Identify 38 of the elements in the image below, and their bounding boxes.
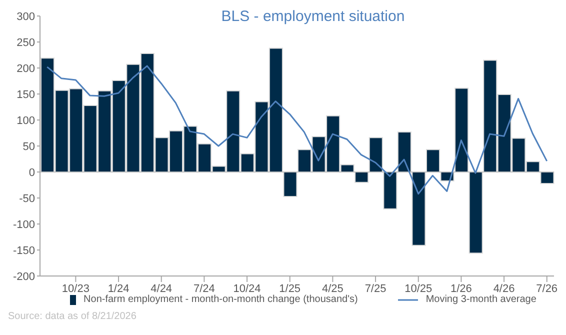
y-tick-label: 200: [16, 62, 35, 75]
bar: [383, 172, 398, 210]
y-tick-label: 150: [16, 88, 35, 101]
x-tick-label: 7/24: [193, 282, 215, 295]
x-tick-label: 7/25: [364, 282, 386, 295]
chart-title: BLS - employment situation: [221, 8, 405, 25]
x-tick-label: 1/26: [450, 282, 472, 295]
x-tick-label: 10/25: [404, 282, 432, 295]
line-series: [46, 65, 548, 195]
x-tick-label: 10/23: [62, 282, 90, 295]
source-note: Source: data as of 8/21/2026: [8, 311, 138, 322]
y-tick-label: -150: [12, 244, 35, 257]
x-tick-label: 1/24: [108, 282, 130, 295]
y-tick-label: 0: [28, 166, 35, 179]
bar: [354, 172, 369, 183]
bar: [426, 149, 440, 172]
bar: [397, 131, 412, 172]
bar: [412, 172, 426, 246]
bar: [368, 137, 383, 172]
x-tick-label: 4/25: [322, 282, 344, 295]
y-tick-label: -50: [19, 192, 35, 205]
x-tick-label: 4/26: [493, 282, 515, 295]
legend-label: Non-farm employment - month-on-month change (thousand's): [84, 294, 358, 305]
bar: [454, 88, 469, 172]
y-tick-label: 50: [22, 140, 35, 153]
x-tick-label: 1/25: [279, 282, 301, 295]
bar: [468, 172, 483, 254]
bar: [283, 172, 298, 197]
y-tick-label: 100: [16, 114, 35, 127]
x-tick-label: 10/24: [233, 282, 261, 295]
y-tick-label: 300: [16, 10, 35, 23]
legend-label: Moving 3-month average: [426, 294, 536, 305]
x-tick-label: 4/24: [150, 282, 172, 295]
x-tick-label: 7/26: [536, 282, 558, 295]
y-tick-label: -200: [12, 270, 35, 283]
bar: [540, 172, 554, 184]
y-tick-label: -100: [12, 218, 35, 231]
y-tick-label: 250: [16, 36, 35, 49]
